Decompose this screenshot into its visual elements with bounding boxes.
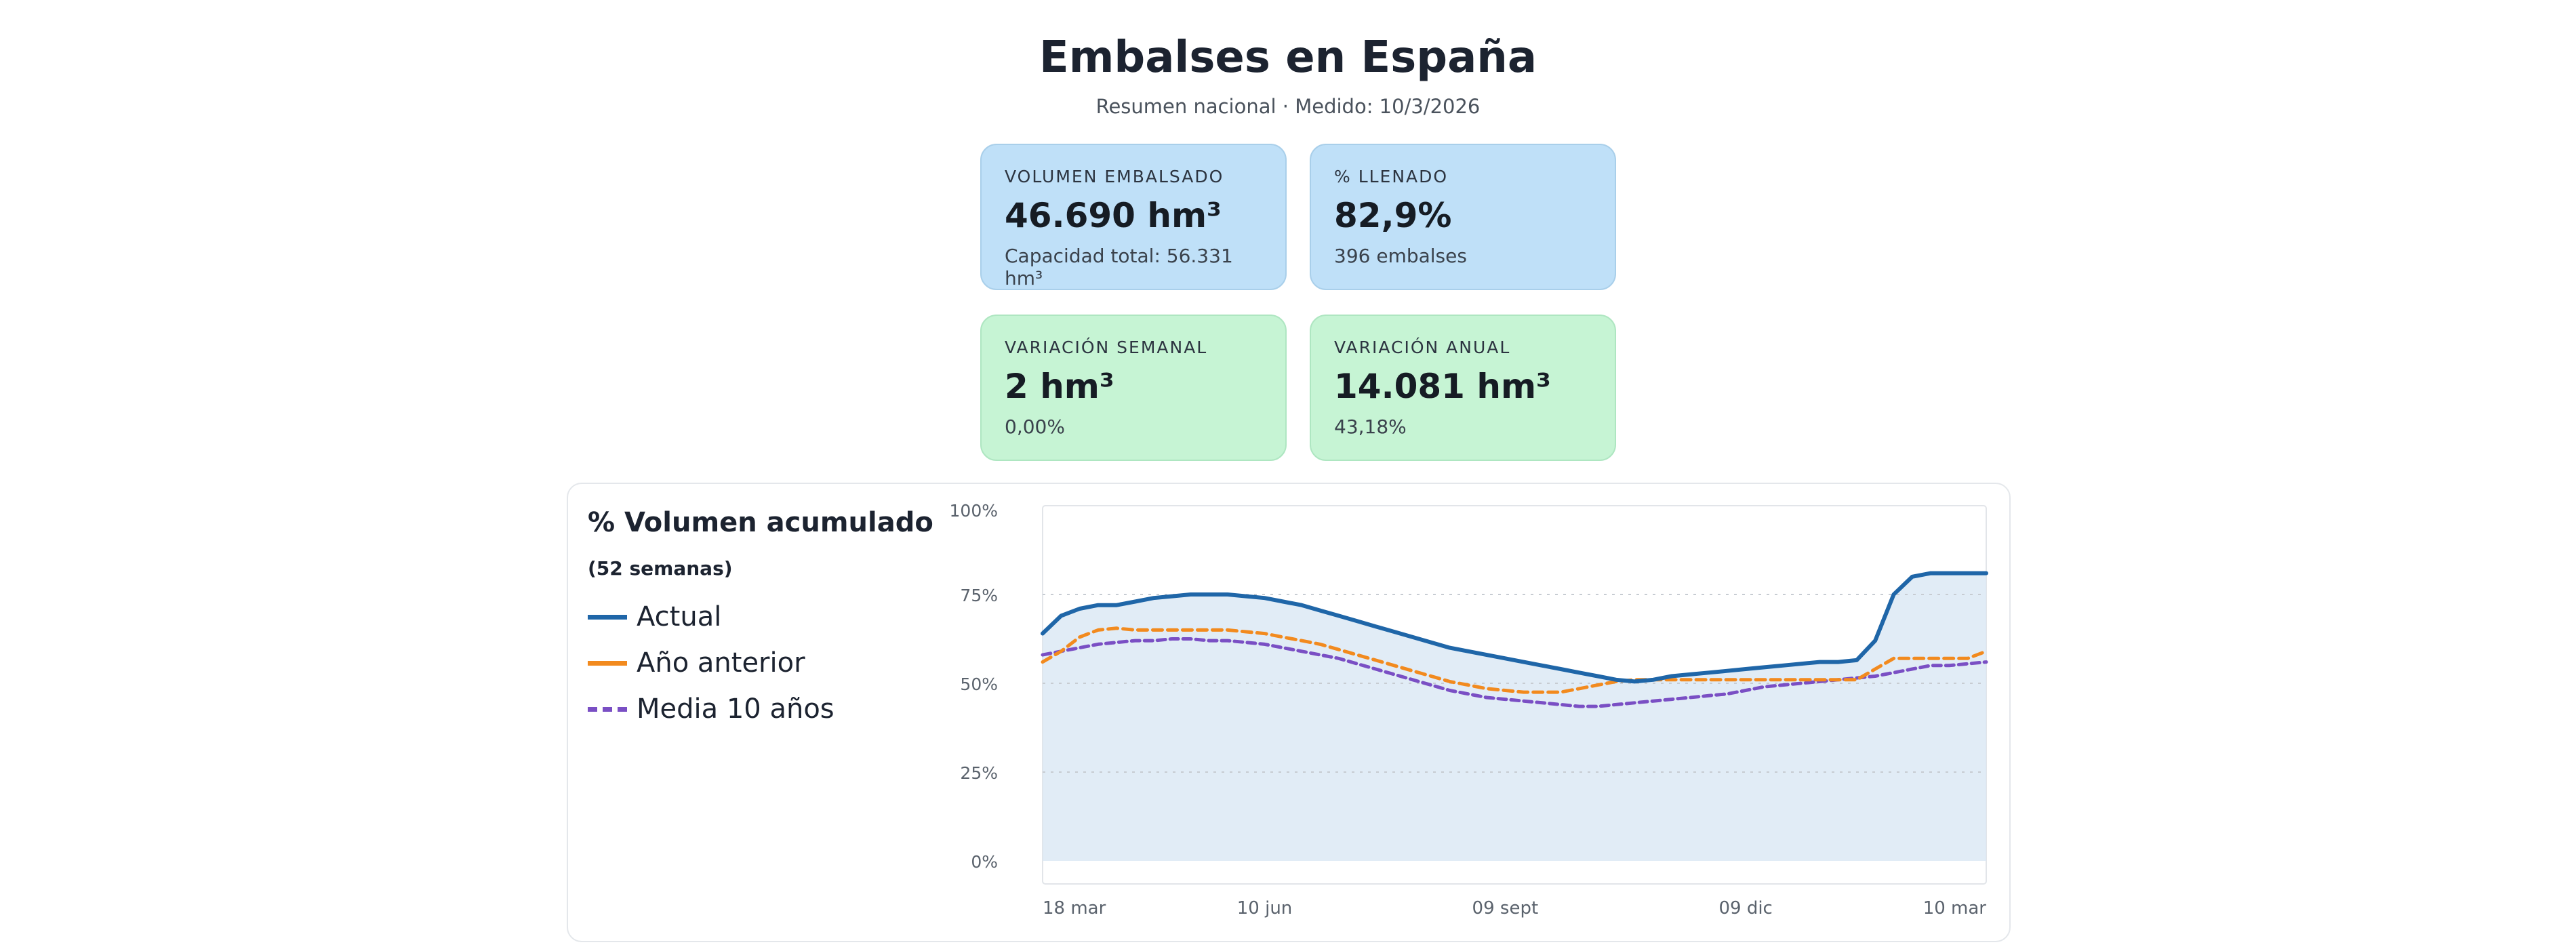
series-line-2 <box>1041 637 1988 708</box>
legend-swatch-actual <box>588 614 627 620</box>
page-subtitle: Resumen nacional · Medido: 10/3/2026 <box>1095 95 1481 118</box>
card-note: 43,18% <box>1334 416 1407 438</box>
y-tick-label: 100% <box>950 501 998 521</box>
legend-label: Actual <box>637 601 722 632</box>
series-area-actual <box>1043 573 1986 861</box>
legend-item-media-10[interactable]: Media 10 años <box>588 686 940 732</box>
card-note: Capacidad total: 56.331 hm³ <box>1005 245 1233 289</box>
card-label: VOLUMEN EMBALSADO <box>1005 167 1224 186</box>
card-value: 46.690 hm³ <box>1005 196 1222 235</box>
series-line-1 <box>1041 626 1988 694</box>
card-value: 82,9% <box>1334 196 1452 235</box>
card-note: 0,00% <box>1005 416 1065 438</box>
legend-label: Año anterior <box>637 647 805 679</box>
x-tick-label: 18 mar <box>1043 898 1106 918</box>
legend-item-actual[interactable]: Actual <box>588 594 940 640</box>
chart-legend: Actual Año anterior Media 10 años <box>588 594 940 732</box>
x-tick-label: 10 jun <box>1237 898 1293 918</box>
legend-label: Media 10 años <box>637 693 834 725</box>
card-label: VARIACIÓN SEMANAL <box>1005 338 1208 357</box>
stat-card-volumen: VOLUMEN EMBALSADO 46.690 hm³ Capacidad t… <box>980 144 1287 290</box>
legend-swatch-ano-anterior <box>588 660 627 666</box>
y-tick-label: 75% <box>960 586 998 605</box>
card-note: 396 embalses <box>1334 245 1467 267</box>
card-label: % LLENADO <box>1334 167 1449 186</box>
x-tick-label: 10 mar <box>1923 898 1987 918</box>
card-value: 14.081 hm³ <box>1334 367 1551 406</box>
card-value: 2 hm³ <box>1005 367 1114 406</box>
x-tick-label: 09 dic <box>1718 898 1772 918</box>
stat-card-llenado: % LLENADO 82,9% 396 embalses <box>1310 144 1616 290</box>
card-label: VARIACIÓN ANUAL <box>1334 338 1511 357</box>
y-tick-label: 50% <box>960 674 998 694</box>
stat-card-variacion-semanal: VARIACIÓN SEMANAL 2 hm³ 0,00% <box>980 315 1287 461</box>
y-tick-label: 25% <box>960 763 998 783</box>
page-title: Embalses en España <box>1039 33 1537 83</box>
x-tick-label: 09 sept <box>1472 898 1539 918</box>
series-line-0 <box>1041 571 1988 684</box>
chart-title: % Volumen acumulado <box>588 507 933 538</box>
stat-card-variacion-anual: VARIACIÓN ANUAL 14.081 hm³ 43,18% <box>1310 315 1616 461</box>
chart-subtitle: (52 semanas) <box>588 557 733 580</box>
legend-item-ano-anterior[interactable]: Año anterior <box>588 640 940 686</box>
y-tick-label: 0% <box>971 852 998 872</box>
legend-swatch-media-10 <box>588 706 627 712</box>
